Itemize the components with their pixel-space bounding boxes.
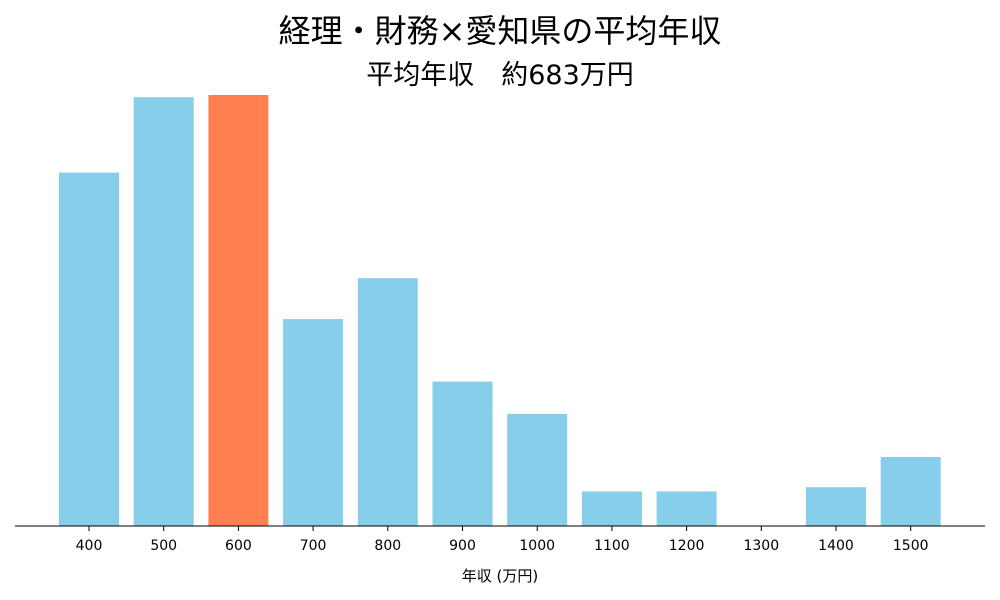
x-tick-label-1000: 1000 <box>519 538 555 554</box>
bar-1000 <box>507 413 568 526</box>
bar-group <box>59 95 941 526</box>
bar-800 <box>357 278 418 526</box>
x-tick-label-600: 600 <box>225 538 252 554</box>
x-tick-label-700: 700 <box>300 538 327 554</box>
x-tick-label-400: 400 <box>76 538 103 554</box>
x-tick-group: 400 500 600 700 800 900 1000 1100 1200 1300 1400 15… <box>76 526 929 554</box>
bar-400 <box>59 172 119 526</box>
bar-600 <box>208 95 269 526</box>
x-tick-label-500: 500 <box>150 538 177 554</box>
x-tick-label-900: 900 <box>449 538 476 554</box>
x-tick-label-1400: 1400 <box>818 538 854 554</box>
bar-1500 <box>880 457 941 526</box>
chart-title: 経理・財務×愛知県の平均年収 <box>279 12 722 50</box>
x-tick-label-1100: 1100 <box>594 538 630 554</box>
chart-subtitle: 平均年収 約683万円 <box>366 60 634 91</box>
x-tick-label-1200: 1200 <box>669 538 705 554</box>
x-tick-label-800: 800 <box>374 538 401 554</box>
x-tick-label-1300: 1300 <box>743 538 779 554</box>
bar-900 <box>432 381 493 526</box>
bar-1400 <box>806 487 866 526</box>
x-tick-label-1500: 1500 <box>893 538 929 554</box>
bar-1100 <box>581 491 642 526</box>
bar-700 <box>283 319 344 526</box>
x-axis-label: 年収 (万円) <box>462 567 538 585</box>
bar-1200 <box>656 491 717 526</box>
bar-500 <box>133 97 194 526</box>
